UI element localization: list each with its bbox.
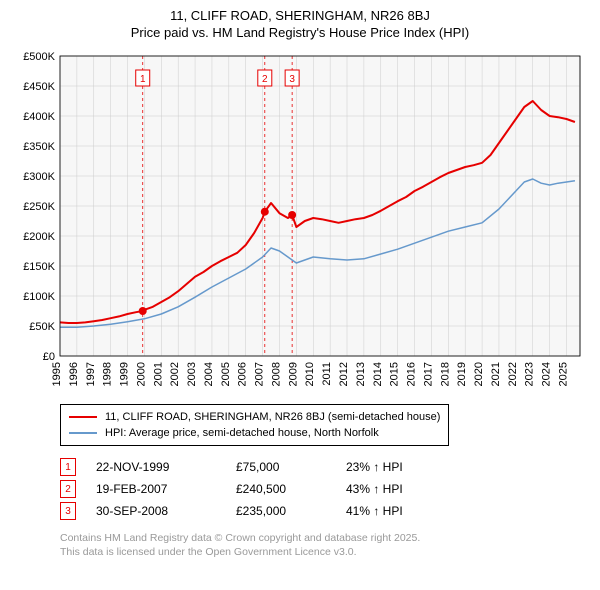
svg-text:2008: 2008 bbox=[270, 362, 282, 386]
svg-text:3: 3 bbox=[289, 74, 295, 85]
svg-text:1997: 1997 bbox=[85, 362, 97, 386]
transaction-price: £75,000 bbox=[236, 460, 346, 474]
svg-text:1: 1 bbox=[140, 74, 146, 85]
svg-text:2021: 2021 bbox=[490, 362, 502, 386]
svg-text:2002: 2002 bbox=[169, 362, 181, 386]
svg-text:2024: 2024 bbox=[541, 362, 553, 386]
chart-title: 11, CLIFF ROAD, SHERINGHAM, NR26 8BJ bbox=[10, 8, 590, 23]
legend-swatch bbox=[69, 432, 97, 434]
transaction-row: 1 22-NOV-1999£75,00023% ↑ HPI bbox=[60, 456, 590, 478]
svg-text:2003: 2003 bbox=[186, 362, 198, 386]
transaction-pct: 43% ↑ HPI bbox=[346, 482, 466, 496]
transaction-marker: 2 bbox=[60, 480, 76, 498]
footnote-line-2: This data is licensed under the Open Gov… bbox=[60, 546, 590, 560]
svg-text:2009: 2009 bbox=[287, 362, 299, 386]
svg-text:2013: 2013 bbox=[355, 362, 367, 386]
svg-text:2014: 2014 bbox=[372, 362, 384, 386]
transaction-pct: 41% ↑ HPI bbox=[346, 504, 466, 518]
transaction-marker: 1 bbox=[60, 458, 76, 476]
svg-text:1998: 1998 bbox=[102, 362, 114, 386]
svg-text:£200K: £200K bbox=[23, 231, 55, 243]
transaction-date: 22-NOV-1999 bbox=[96, 460, 236, 474]
svg-text:£450K: £450K bbox=[23, 81, 55, 93]
svg-text:£500K: £500K bbox=[23, 51, 55, 63]
transactions-table: 1 22-NOV-1999£75,00023% ↑ HPI 2 19-FEB-2007… bbox=[60, 456, 590, 522]
svg-text:2022: 2022 bbox=[507, 362, 519, 386]
chart-area: £0 £50K £100K £150K £200K £250K £300K £350K £400… bbox=[10, 46, 590, 396]
transaction-date: 30-SEP-2008 bbox=[96, 504, 236, 518]
svg-text:£100K: £100K bbox=[23, 291, 55, 303]
svg-text:£50K: £50K bbox=[29, 321, 55, 333]
svg-text:2005: 2005 bbox=[220, 362, 232, 386]
svg-text:2000: 2000 bbox=[135, 362, 147, 386]
svg-text:2025: 2025 bbox=[557, 362, 569, 386]
footnote: Contains HM Land Registry data © Crown c… bbox=[60, 532, 590, 559]
svg-text:1995: 1995 bbox=[51, 362, 63, 386]
svg-text:2: 2 bbox=[262, 74, 268, 85]
legend: 11, CLIFF ROAD, SHERINGHAM, NR26 8BJ (se… bbox=[60, 404, 449, 446]
chart-subtitle: Price paid vs. HM Land Registry's House … bbox=[10, 25, 590, 40]
svg-text:2023: 2023 bbox=[524, 362, 536, 386]
legend-label: 11, CLIFF ROAD, SHERINGHAM, NR26 8BJ (se… bbox=[105, 411, 440, 423]
svg-text:2012: 2012 bbox=[338, 362, 350, 386]
footnote-line-1: Contains HM Land Registry data © Crown c… bbox=[60, 532, 590, 546]
svg-text:£0: £0 bbox=[43, 351, 55, 363]
svg-text:£350K: £350K bbox=[23, 141, 55, 153]
transaction-row: 2 19-FEB-2007£240,50043% ↑ HPI bbox=[60, 478, 590, 500]
transaction-price: £240,500 bbox=[236, 482, 346, 496]
transaction-row: 3 30-SEP-2008£235,00041% ↑ HPI bbox=[60, 500, 590, 522]
svg-text:2020: 2020 bbox=[473, 362, 485, 386]
svg-text:1999: 1999 bbox=[119, 362, 131, 386]
svg-text:£150K: £150K bbox=[23, 261, 55, 273]
svg-text:2015: 2015 bbox=[389, 362, 401, 386]
svg-text:2011: 2011 bbox=[321, 362, 333, 386]
svg-text:£250K: £250K bbox=[23, 201, 55, 213]
svg-text:2006: 2006 bbox=[237, 362, 249, 386]
legend-item: HPI: Average price, semi-detached house,… bbox=[69, 425, 440, 441]
svg-text:2016: 2016 bbox=[406, 362, 418, 386]
svg-text:2001: 2001 bbox=[152, 362, 164, 386]
svg-text:2007: 2007 bbox=[254, 362, 266, 386]
svg-text:2004: 2004 bbox=[203, 362, 215, 386]
svg-text:2019: 2019 bbox=[456, 362, 468, 386]
legend-label: HPI: Average price, semi-detached house,… bbox=[105, 427, 379, 439]
svg-text:2018: 2018 bbox=[439, 362, 451, 386]
transaction-marker: 3 bbox=[60, 502, 76, 520]
legend-item: 11, CLIFF ROAD, SHERINGHAM, NR26 8BJ (se… bbox=[69, 409, 440, 425]
transaction-date: 19-FEB-2007 bbox=[96, 482, 236, 496]
svg-text:£300K: £300K bbox=[23, 171, 55, 183]
legend-swatch bbox=[69, 416, 97, 418]
svg-text:2010: 2010 bbox=[304, 362, 316, 386]
svg-text:1996: 1996 bbox=[68, 362, 80, 386]
transaction-price: £235,000 bbox=[236, 504, 346, 518]
svg-text:£400K: £400K bbox=[23, 111, 55, 123]
transaction-pct: 23% ↑ HPI bbox=[346, 460, 466, 474]
svg-text:2017: 2017 bbox=[422, 362, 434, 386]
